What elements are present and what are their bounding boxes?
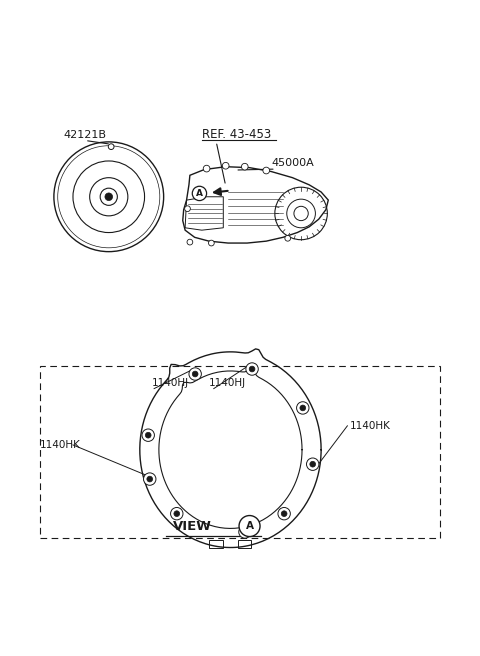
- Circle shape: [147, 476, 153, 482]
- Circle shape: [192, 186, 206, 201]
- Circle shape: [307, 458, 319, 470]
- Circle shape: [105, 193, 113, 201]
- Text: 1140HJ: 1140HJ: [152, 378, 189, 388]
- Circle shape: [203, 165, 210, 172]
- Circle shape: [241, 163, 248, 170]
- Bar: [238, 541, 252, 548]
- Circle shape: [144, 473, 156, 485]
- Text: 1140HK: 1140HK: [350, 421, 391, 431]
- Circle shape: [297, 401, 309, 414]
- Circle shape: [239, 525, 251, 538]
- Circle shape: [170, 508, 183, 520]
- Circle shape: [310, 461, 315, 467]
- Circle shape: [142, 429, 155, 441]
- Bar: [39, 366, 441, 538]
- Circle shape: [189, 368, 202, 380]
- Circle shape: [185, 206, 191, 211]
- Circle shape: [263, 167, 270, 174]
- Circle shape: [208, 240, 214, 246]
- Circle shape: [174, 511, 180, 516]
- Circle shape: [300, 405, 306, 411]
- Text: 42121B: 42121B: [63, 130, 107, 140]
- Circle shape: [108, 144, 114, 150]
- Text: 1140HJ: 1140HJ: [209, 378, 246, 388]
- Bar: [209, 541, 223, 548]
- Circle shape: [222, 163, 229, 169]
- Text: VIEW: VIEW: [172, 520, 211, 533]
- Circle shape: [187, 239, 193, 245]
- Circle shape: [281, 511, 287, 516]
- Circle shape: [278, 508, 290, 520]
- Text: A: A: [246, 521, 253, 531]
- Circle shape: [246, 363, 258, 375]
- Circle shape: [242, 529, 248, 535]
- Circle shape: [192, 371, 198, 377]
- Text: REF. 43-453: REF. 43-453: [202, 128, 271, 141]
- Circle shape: [145, 432, 151, 438]
- Circle shape: [239, 516, 260, 537]
- Text: A: A: [196, 189, 203, 198]
- Text: 45000A: 45000A: [271, 158, 314, 169]
- Text: 1140HK: 1140HK: [39, 440, 81, 450]
- Circle shape: [249, 366, 255, 372]
- Circle shape: [285, 236, 290, 241]
